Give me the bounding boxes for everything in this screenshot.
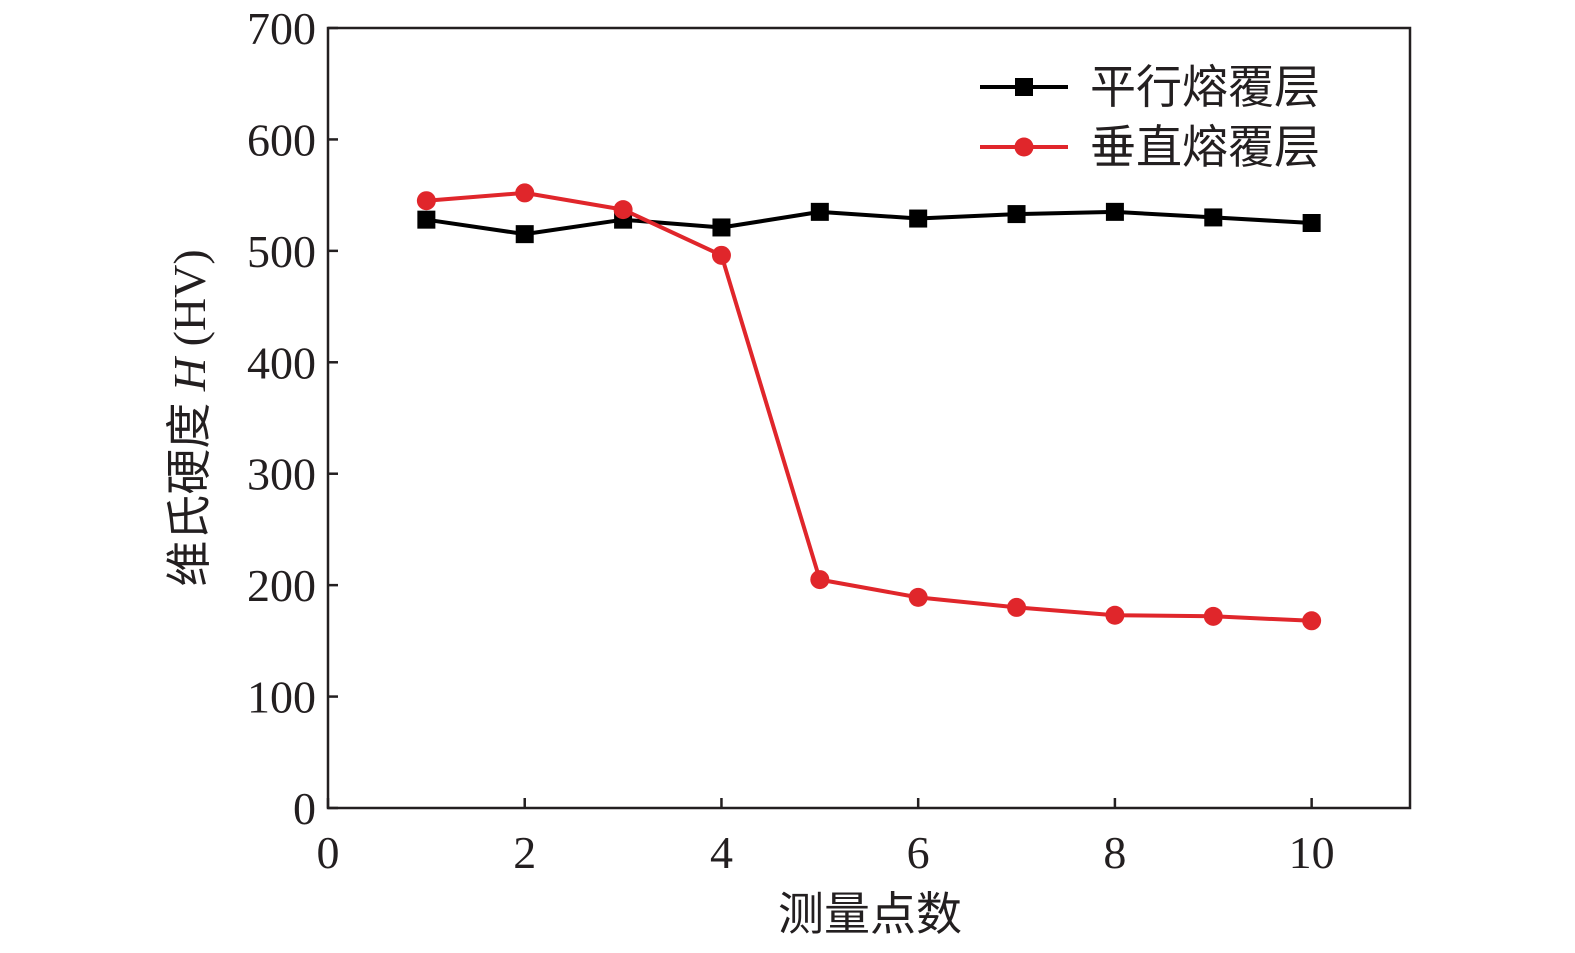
data-point [1203,606,1223,626]
plot-frame-group [326,26,1412,810]
data-point [1007,205,1026,224]
y-tick-label: 700 [247,3,316,54]
x-tick-label: 0 [317,827,340,878]
legend-marker-vertical [1014,137,1034,157]
data-point [1302,611,1322,631]
data-point [810,202,829,221]
data-point [515,183,535,203]
legend-label-parallel: 平行熔覆层 [1090,62,1320,113]
series-layer [416,183,1322,631]
x-tick-label: 8 [1103,827,1126,878]
x-tick-label: 6 [907,827,930,878]
data-point [909,209,928,228]
series-parallel [417,202,1321,244]
legend: 平行熔覆层 垂直熔覆层 [980,62,1320,173]
data-point [1105,605,1125,625]
y-axis-ticks: 0 100 200 300 400 500 600 700 [247,3,338,834]
x-axis-ticks: 0 2 4 6 8 10 [317,798,1335,878]
y-tick-label: 0 [293,783,316,834]
data-point [908,587,928,607]
y-tick-label: 200 [247,560,316,611]
data-point [1204,208,1223,227]
data-point [1007,597,1027,617]
y-tick-label: 600 [247,114,316,165]
y-tick-label: 500 [247,226,316,277]
data-point [417,210,436,229]
data-point [712,218,731,237]
x-tick-label: 4 [710,827,733,878]
x-axis-title: 测量点数 [778,889,962,940]
data-point [1105,202,1124,221]
data-point [810,570,830,590]
legend-item-vertical: 垂直熔覆层 [980,122,1320,173]
x-tick-label: 2 [513,827,536,878]
series-line [426,190,1312,623]
y-tick-label: 300 [247,449,316,500]
plot-frame [326,26,1412,810]
series-vertical [416,183,1322,631]
y-tick-label: 100 [247,672,316,723]
data-point [613,200,633,220]
legend-marker-parallel [1015,78,1033,96]
y-axis-title-unit: (HV) [164,249,215,358]
x-tick-label: 10 [1289,827,1335,878]
y-axis-title-prefix: 维氏硬度 [164,391,215,587]
data-point [416,191,436,211]
y-tick-label: 400 [247,337,316,388]
legend-item-parallel: 平行熔覆层 [980,62,1320,113]
data-point [1302,214,1321,232]
y-axis-title-variable: H [164,355,215,392]
data-point [515,225,534,244]
data-point [711,245,731,265]
legend-label-vertical: 垂直熔覆层 [1090,122,1320,173]
series-line [426,209,1312,237]
y-axis-title: 维氏硬度 H (HV) [164,249,215,586]
